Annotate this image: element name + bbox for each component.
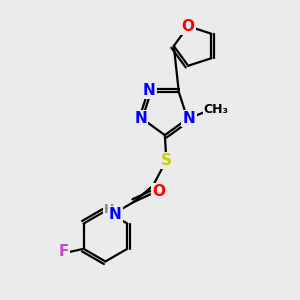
Text: F: F <box>58 244 69 259</box>
Text: CH₃: CH₃ <box>204 103 229 116</box>
Text: N: N <box>183 111 195 126</box>
Text: S: S <box>161 153 172 168</box>
Text: O: O <box>152 184 165 199</box>
Text: N: N <box>134 111 147 126</box>
Text: N: N <box>143 83 156 98</box>
Text: N: N <box>109 207 122 222</box>
Text: O: O <box>182 19 195 34</box>
Text: H: H <box>104 203 115 216</box>
